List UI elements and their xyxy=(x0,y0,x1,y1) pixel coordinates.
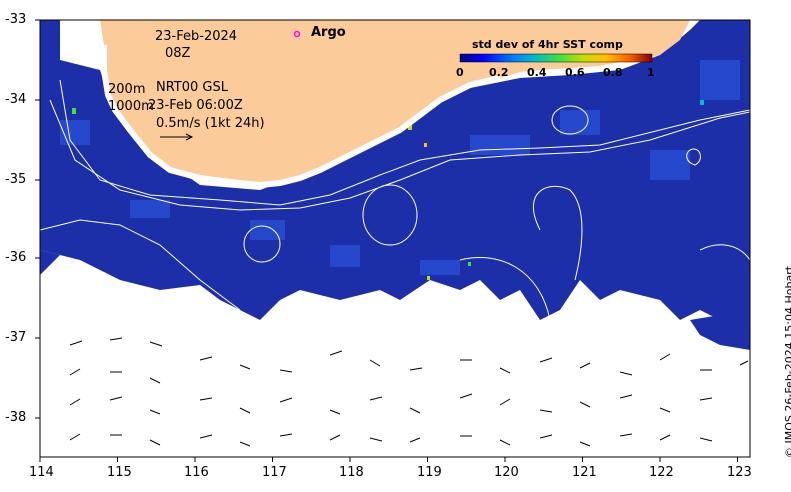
colorbar-tick: 0.6 xyxy=(565,66,585,79)
x-tick-label: 122 xyxy=(649,465,674,480)
map-date: 23-Feb-2024 xyxy=(155,29,238,44)
y-tick-label: -34 xyxy=(5,92,27,107)
depth-label-1: 200m xyxy=(108,82,146,97)
y-tick-label: -35 xyxy=(5,172,27,187)
map-hour: 08Z xyxy=(165,46,191,61)
x-tick-label: 115 xyxy=(107,465,132,480)
plot-frame xyxy=(39,19,751,458)
colorbar-tick: 1 xyxy=(647,66,655,79)
x-tick-label: 119 xyxy=(417,465,442,480)
coastal-fringe xyxy=(101,45,501,189)
colorbar xyxy=(459,53,653,63)
x-tick-label: 123 xyxy=(727,465,752,480)
source-label-2: 23-Feb 06:00Z xyxy=(148,98,243,113)
sst-patch-sw xyxy=(40,250,60,275)
x-tick-label: 118 xyxy=(339,465,364,480)
x-tick-label: 114 xyxy=(29,465,54,480)
x-tick-label: 121 xyxy=(572,465,597,480)
colorbar-tick: 0.8 xyxy=(603,66,623,79)
colorbar-tick: 0 xyxy=(456,66,464,79)
y-tick-label: -33 xyxy=(5,12,27,27)
contour-lines xyxy=(40,79,750,321)
axis-ticks xyxy=(35,19,738,462)
x-tick-label: 116 xyxy=(184,465,209,480)
colorbar-tick: 0.4 xyxy=(527,66,547,79)
scale-arrow xyxy=(160,133,194,141)
x-tick-label: 120 xyxy=(494,465,519,480)
y-tick-label: -36 xyxy=(5,250,27,265)
sst-patch-east xyxy=(690,310,750,350)
sst-data-region xyxy=(40,20,750,330)
current-vectors xyxy=(69,337,749,447)
colorbar-title: std dev of 4hr SST comp xyxy=(472,38,623,51)
argo-legend-label: Argo xyxy=(311,25,346,40)
depth-label-2: 1000m xyxy=(108,99,154,114)
y-tick-label: -37 xyxy=(5,330,27,345)
argo-float-marker xyxy=(293,30,301,38)
source-label-1: NRT00 GSL xyxy=(156,80,228,95)
scale-label: 0.5m/s (1kt 24h) xyxy=(156,116,265,131)
sst-highvar-pixels xyxy=(72,100,704,280)
colorbar-tick: 0.2 xyxy=(489,66,509,79)
credit-label: © IMOS 26-Feb-2024 15:04 Hobart xyxy=(783,265,791,458)
x-tick-label: 117 xyxy=(262,465,287,480)
y-tick-label: -38 xyxy=(5,410,27,425)
